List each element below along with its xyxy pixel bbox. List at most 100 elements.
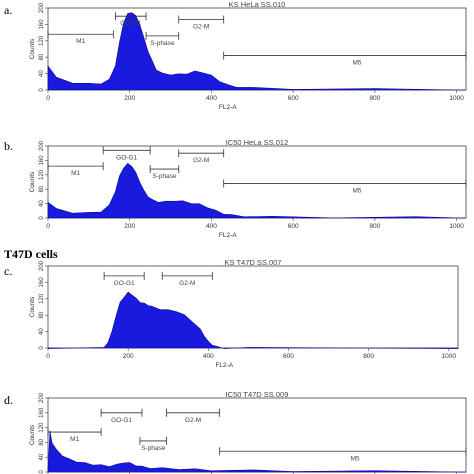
- y-axis-label: Counts: [29, 296, 36, 317]
- y-axis-label: Counts: [29, 38, 36, 59]
- panel-label: c.: [4, 264, 12, 278]
- y-axis-label: Counts: [29, 171, 36, 192]
- y-tick-label: 80: [39, 438, 45, 445]
- x-axis-label: FL2-A: [215, 362, 233, 369]
- y-tick-label: 160: [39, 277, 45, 288]
- histogram-panel-2: b. IC50 HeLa SS.012 0 40 80 120 160 200 Counts 0 2…: [4, 138, 467, 239]
- y-tick-label: 120: [39, 293, 45, 304]
- x-tick-label: 200: [124, 223, 135, 230]
- y-tick-label: 200: [39, 260, 45, 271]
- histogram-area: [47, 162, 467, 219]
- x-tick-label: 1000: [442, 353, 457, 360]
- gate-marker: GO-G1: [103, 271, 145, 287]
- panel-label: b.: [4, 139, 13, 153]
- y-tick-label: 40: [39, 200, 45, 207]
- y-tick-label: 80: [39, 185, 45, 192]
- gate-label: M5: [352, 60, 361, 67]
- y-tick-label: 0: [39, 470, 45, 474]
- section-label: T47D cells: [4, 247, 58, 261]
- gate-label: M1: [70, 436, 79, 443]
- gate-marker: GO-G1: [115, 12, 147, 27]
- gate-label: M5: [351, 455, 360, 462]
- y-tick-label: 120: [39, 422, 45, 433]
- gate-marker: M1: [47, 428, 102, 443]
- x-axis-label: FL2-A: [219, 104, 237, 111]
- gate-marker: M5: [223, 179, 467, 194]
- gate-label: G2-M: [193, 23, 209, 30]
- y-tick-label: 200: [39, 140, 45, 151]
- gate-label: GO-G1: [120, 20, 141, 27]
- y-tick-label: 80: [39, 53, 45, 60]
- x-tick-label: 0: [46, 353, 50, 360]
- gate-marker: G2-M: [161, 271, 213, 287]
- panel-label: a.: [4, 3, 12, 17]
- gate-label: G2-M: [179, 280, 195, 287]
- y-tick-label: 0: [39, 88, 45, 92]
- gate-label: GO-G1: [114, 280, 135, 287]
- x-tick-label: 400: [203, 353, 214, 360]
- plot-frame: [47, 397, 467, 473]
- x-tick-label: 600: [283, 353, 294, 360]
- x-tick-label: 0: [46, 95, 50, 102]
- histogram-area: [47, 12, 467, 91]
- y-tick-label: 160: [39, 407, 45, 418]
- histogram-panel-3: c. KS T47D SS.007 0 40 80 120 160 200 Counts 0 200…: [4, 258, 459, 369]
- gate-marker: M1: [47, 162, 104, 177]
- y-tick-label: 200: [39, 2, 45, 13]
- panel-label: d.: [4, 393, 13, 407]
- gate-marker: GO-G1: [102, 146, 151, 161]
- x-tick-label: 600: [288, 95, 299, 102]
- y-tick-label: 40: [39, 328, 45, 335]
- gate-label: S-phase: [141, 445, 166, 452]
- x-tick-label: 800: [369, 223, 380, 230]
- y-tick-label: 40: [39, 453, 45, 460]
- x-tick-label: 0: [46, 223, 50, 230]
- gate-marker: G2-M: [166, 408, 221, 424]
- histogram-area: [47, 430, 467, 473]
- gate-label: M1: [76, 38, 85, 45]
- gate-label: G2-M: [185, 417, 201, 424]
- gate-marker: M5: [223, 51, 467, 67]
- histogram-panel-1: a. KS HeLa SS.010 0 40 80 120 160 200 Counts 0 200…: [4, 0, 467, 111]
- y-tick-label: 160: [39, 19, 45, 30]
- gate-marker: GO-G1: [100, 408, 143, 424]
- plot-frame: [47, 265, 459, 349]
- y-tick-label: 40: [39, 70, 45, 77]
- gate-marker: G2-M: [178, 149, 225, 164]
- plot-title: IC50 T47D SS.009: [226, 390, 289, 399]
- gate-marker: S-phase: [149, 165, 180, 180]
- histogram-panel-4: d. IC50 T47D SS.009 0 40 80 120 160 200 Counts M1…: [4, 390, 467, 474]
- gate-marker: M5: [219, 447, 467, 462]
- plot-title: KS HeLa SS.010: [229, 0, 286, 9]
- plot-title: IC50 HeLa SS.012: [226, 138, 289, 147]
- x-tick-label: 200: [124, 95, 135, 102]
- x-axis-label: FL2-A: [219, 232, 237, 239]
- gate-label: GO-G1: [116, 154, 137, 161]
- y-tick-label: 80: [39, 311, 45, 318]
- gate-marker: G2-M: [178, 15, 225, 30]
- gate-label: S-phase: [150, 40, 175, 47]
- gate-label: S-phase: [152, 173, 177, 180]
- y-tick-label: 0: [39, 346, 45, 350]
- x-tick-label: 200: [123, 353, 134, 360]
- y-axis-label: Counts: [29, 424, 36, 445]
- plot-title: KS T47D SS.007: [225, 258, 282, 267]
- gate-label: G2-M: [193, 157, 209, 164]
- x-tick-label: 400: [206, 95, 217, 102]
- x-tick-label: 1000: [449, 223, 464, 230]
- gate-label: GO-G1: [111, 417, 132, 424]
- gate-marker: S-phase: [145, 31, 180, 47]
- x-tick-label: 400: [206, 223, 217, 230]
- gate-marker: S-phase: [139, 436, 167, 452]
- y-tick-label: 0: [39, 216, 45, 220]
- x-tick-label: 600: [288, 223, 299, 230]
- y-tick-label: 120: [39, 169, 45, 180]
- y-tick-label: 200: [39, 392, 45, 403]
- histogram-area: [47, 291, 459, 349]
- gate-marker: M1: [47, 30, 114, 45]
- y-tick-label: 120: [39, 35, 45, 46]
- gate-label: M5: [352, 187, 361, 194]
- gate-label: M1: [71, 170, 80, 177]
- x-tick-label: 800: [363, 353, 374, 360]
